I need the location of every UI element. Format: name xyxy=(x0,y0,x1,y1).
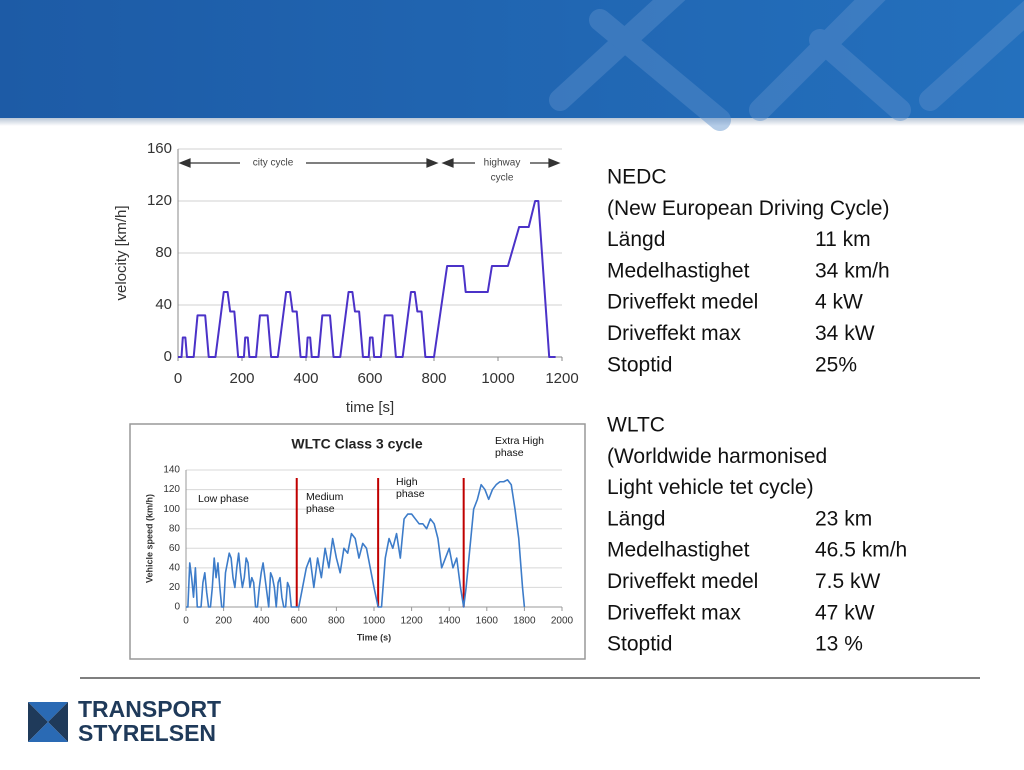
spec-value: 34 km/h xyxy=(815,259,890,282)
y-tick-label: 40 xyxy=(169,562,181,573)
x-tick-label: 1200 xyxy=(400,616,423,627)
y-axis-label: Vehicle speed (km/h) xyxy=(144,494,154,583)
phase-label: phase xyxy=(495,447,524,459)
chart-title: WLTC Class 3 cycle xyxy=(291,436,422,452)
x-tick-label: 400 xyxy=(253,616,270,627)
spec-label: Stoptid xyxy=(607,633,672,656)
x-tick-label: 2000 xyxy=(551,616,574,627)
y-tick-label: 160 xyxy=(147,140,172,157)
phase-label: Low phase xyxy=(198,493,249,505)
y-tick-label: 0 xyxy=(174,602,180,613)
spec-value: 25% xyxy=(815,353,857,376)
x-tick-label: 0 xyxy=(174,370,182,387)
annotation: city cycle xyxy=(253,158,294,169)
y-axis-label: velocity [km/h] xyxy=(113,205,130,300)
spec-value: 4 kW xyxy=(815,291,863,314)
spec-label: Längd xyxy=(607,507,665,530)
wltc-frame xyxy=(129,423,586,660)
logo-icon xyxy=(28,702,68,742)
banner-shadow xyxy=(0,118,1024,126)
spec-subtitle: (New European Driving Cycle) xyxy=(607,197,889,220)
y-tick-label: 100 xyxy=(163,504,180,515)
cycle-arrows xyxy=(178,158,561,168)
data-line xyxy=(186,478,526,608)
y-tick-label: 80 xyxy=(155,244,172,261)
y-tick-label: 120 xyxy=(163,484,180,495)
y-tick-label: 20 xyxy=(169,582,181,593)
phase-label: Extra High xyxy=(495,435,544,447)
spec-heading: WLTC xyxy=(607,414,665,437)
x-tick-label: 1600 xyxy=(476,616,499,627)
spec-subtitle: (Worldwide harmonised xyxy=(607,445,827,468)
x-tick-label: 800 xyxy=(421,370,446,387)
spec-label: Driveffekt max xyxy=(607,601,741,624)
spec-value: 34 kW xyxy=(815,322,875,345)
y-tick-label: 80 xyxy=(169,523,181,534)
logo-text: TRANSPORT xyxy=(78,696,221,722)
x-tick-label: 200 xyxy=(215,616,232,627)
annotation: highway xyxy=(484,158,521,169)
x-tick-label: 200 xyxy=(229,370,254,387)
spec-label: Driveffekt medel xyxy=(607,570,758,593)
x-tick-label: 600 xyxy=(357,370,382,387)
y-tick-label: 120 xyxy=(147,192,172,209)
banner xyxy=(0,0,1024,118)
x-tick-label: 1200 xyxy=(545,370,578,387)
banner-decoration xyxy=(549,0,1024,131)
spec-label: Medelhastighet xyxy=(607,259,750,282)
y-tick-label: 0 xyxy=(164,348,172,365)
spec-label: Medelhastighet xyxy=(607,539,750,562)
spec-label: Längd xyxy=(607,228,665,251)
phase-label: phase xyxy=(306,503,335,515)
x-axis-label: time [s] xyxy=(346,399,394,416)
phase-label: High xyxy=(396,476,418,488)
x-tick-label: 1400 xyxy=(438,616,461,627)
x-tick-label: 1800 xyxy=(513,616,536,627)
x-tick-label: 0 xyxy=(183,616,189,627)
spec-heading: NEDC xyxy=(607,166,667,189)
x-tick-label: 800 xyxy=(328,616,345,627)
phase-label: Medium xyxy=(306,491,344,503)
spec-label: Driveffekt medel xyxy=(607,291,758,314)
spec-value: 13 % xyxy=(815,633,863,656)
spec-value: 46.5 km/h xyxy=(815,539,907,562)
spec-subtitle: Light vehicle tet cycle) xyxy=(607,476,814,499)
x-tick-label: 1000 xyxy=(481,370,514,387)
y-tick-label: 140 xyxy=(163,465,180,476)
x-tick-label: 1000 xyxy=(363,616,386,627)
logo-text: STYRELSEN xyxy=(78,720,216,746)
x-tick-label: 600 xyxy=(290,616,307,627)
x-tick-label: 400 xyxy=(293,370,318,387)
spec-label: Driveffekt max xyxy=(607,322,741,345)
spec-value: 7.5 kW xyxy=(815,570,881,593)
y-tick-label: 40 xyxy=(155,296,172,313)
spec-value: 23 km xyxy=(815,507,872,530)
y-tick-label: 60 xyxy=(169,543,181,554)
annotation: cycle xyxy=(491,173,514,184)
phase-label: phase xyxy=(396,488,425,500)
spec-value: 47 kW xyxy=(815,601,875,624)
spec-label: Stoptid xyxy=(607,353,672,376)
spec-value: 11 km xyxy=(815,228,871,251)
x-axis-label: Time (s) xyxy=(357,632,391,642)
data-line xyxy=(178,200,556,358)
